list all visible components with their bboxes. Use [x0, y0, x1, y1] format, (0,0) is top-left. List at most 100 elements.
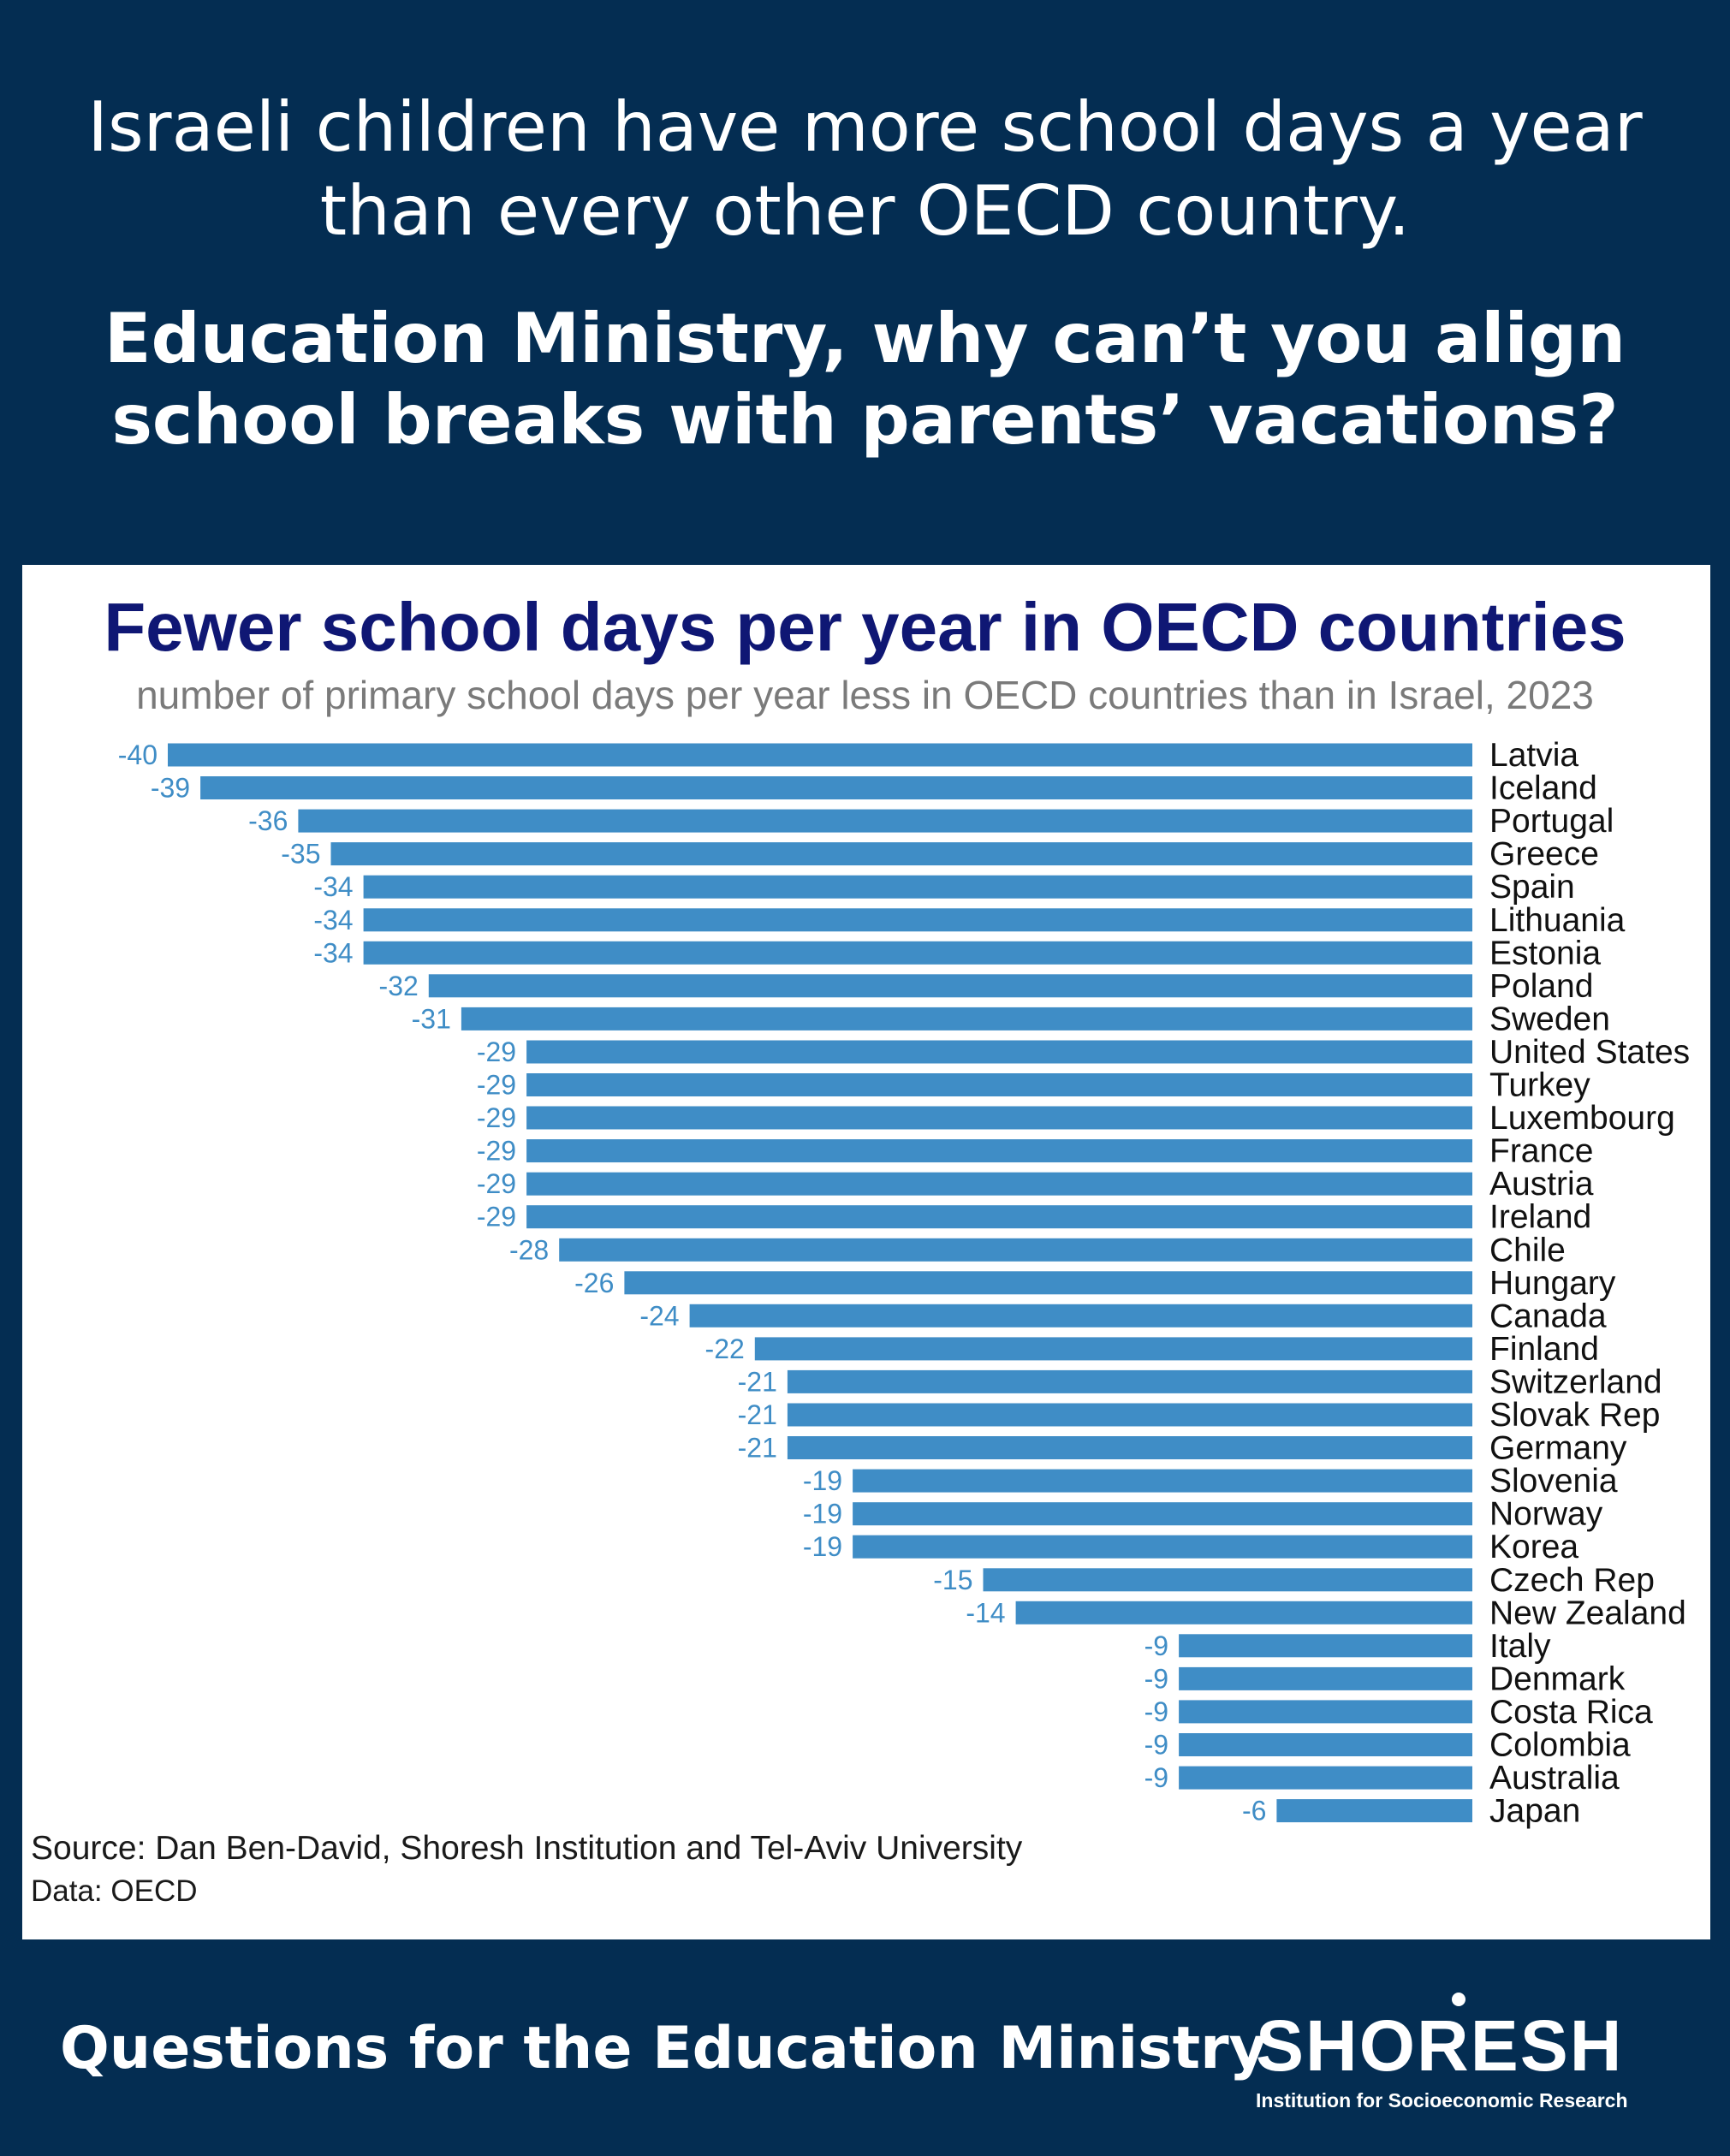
value-label: -39 [151, 773, 190, 804]
bar-czech-rep [983, 1568, 1472, 1592]
category-label: Slovenia [1489, 1463, 1618, 1500]
shoresh-logo: SHORESH Institution for Socioeconomic Re… [1256, 1993, 1667, 2111]
value-label: -9 [1144, 1630, 1168, 1661]
value-label: -36 [248, 805, 288, 836]
bar-lithuania [363, 908, 1473, 932]
category-label: Estonia [1489, 935, 1601, 971]
value-label: -22 [705, 1333, 745, 1364]
bar-denmark [1179, 1666, 1472, 1690]
category-label: Chile [1489, 1232, 1566, 1268]
logo-dot-icon [1452, 1993, 1465, 2006]
bar-ireland [526, 1205, 1472, 1229]
category-label: Portugal [1489, 803, 1614, 840]
category-label: Australia [1489, 1760, 1620, 1797]
value-label: -29 [477, 1136, 516, 1167]
bar-finland [754, 1337, 1472, 1361]
bar-slovak-rep [787, 1403, 1472, 1427]
value-label: -35 [281, 839, 320, 870]
logo-wordmark: SHORESH [1256, 2005, 1624, 2086]
bar-japan [1276, 1799, 1472, 1823]
value-label: -9 [1144, 1696, 1168, 1727]
category-label: France [1489, 1133, 1593, 1170]
category-label: Sweden [1489, 1001, 1610, 1037]
bar-spain [363, 875, 1473, 899]
bar-australia [1179, 1766, 1472, 1790]
chart-subtitle: number of primary school days per year l… [136, 673, 1594, 717]
bar-germany [787, 1436, 1472, 1459]
value-label: -31 [412, 1003, 451, 1034]
category-label: Switzerland [1489, 1363, 1662, 1400]
bar-latvia [168, 743, 1472, 767]
bar-colombia [1179, 1733, 1472, 1756]
category-label: Slovak Rep [1489, 1397, 1660, 1434]
bar-switzerland [787, 1369, 1472, 1393]
category-label: Korea [1489, 1529, 1578, 1565]
value-label: -29 [477, 1168, 516, 1199]
category-label: Latvia [1489, 737, 1578, 774]
category-label: Colombia [1489, 1727, 1631, 1764]
bar-iceland [200, 776, 1473, 799]
category-label: Denmark [1489, 1660, 1626, 1697]
bar-united-states [526, 1040, 1472, 1064]
category-label: Austria [1489, 1166, 1594, 1203]
logo-tagline: Institution for Socioeconomic Research [1256, 2089, 1628, 2111]
category-label: New Zealand [1489, 1595, 1686, 1631]
category-label: Turkey [1489, 1067, 1590, 1104]
category-label: United States [1489, 1034, 1690, 1071]
value-label: -29 [477, 1036, 516, 1067]
value-label: -29 [477, 1102, 516, 1133]
category-label: Ireland [1489, 1199, 1591, 1236]
value-label: -21 [738, 1366, 777, 1397]
value-label: -15 [933, 1565, 972, 1595]
category-label: Hungary [1489, 1265, 1616, 1302]
bar-new-zealand [1015, 1601, 1472, 1624]
value-label: -29 [477, 1202, 516, 1232]
footer-series-title: Questions for the Education Ministry [60, 2015, 1268, 2082]
source-note: Source: Dan Ben-David, Shoresh Instituti… [31, 1830, 1023, 1867]
bar-costa-rica [1179, 1700, 1472, 1724]
category-label: Spain [1489, 869, 1575, 906]
bar-canada [689, 1304, 1472, 1327]
value-label: -29 [477, 1070, 516, 1101]
value-label: -9 [1144, 1663, 1168, 1694]
bar-italy [1179, 1634, 1472, 1658]
value-label: -34 [313, 871, 353, 902]
bar-poland [428, 974, 1472, 998]
category-label: Canada [1489, 1298, 1607, 1334]
bar-chile [559, 1238, 1473, 1262]
category-label: Czech Rep [1489, 1562, 1655, 1599]
category-label: Finland [1489, 1331, 1599, 1368]
bar-estonia [363, 941, 1473, 965]
bar-portugal [298, 809, 1472, 833]
value-label: -40 [118, 739, 158, 770]
value-label: -21 [738, 1433, 777, 1464]
value-label: -26 [574, 1268, 614, 1298]
value-label: -19 [803, 1465, 842, 1496]
value-label: -32 [379, 971, 419, 1001]
category-label: Italy [1489, 1628, 1551, 1665]
value-label: -19 [803, 1531, 842, 1562]
category-label: Japan [1489, 1793, 1580, 1830]
bar-france [526, 1139, 1472, 1163]
value-label: -34 [313, 905, 353, 935]
bar-norway [853, 1502, 1472, 1526]
headline-statement: Israeli children have more school days a… [87, 87, 1643, 251]
bar-korea [853, 1535, 1472, 1559]
value-label: -19 [803, 1499, 842, 1529]
value-label: -14 [966, 1597, 1005, 1628]
bar-turkey [526, 1073, 1472, 1096]
bar-sweden [461, 1007, 1472, 1030]
value-label: -24 [639, 1300, 679, 1331]
value-label: -21 [738, 1399, 777, 1430]
value-label: -6 [1242, 1796, 1266, 1826]
value-label: -9 [1144, 1730, 1168, 1761]
headline-question: Education Ministry, why can’t you align … [104, 299, 1626, 460]
category-label: Costa Rica [1489, 1694, 1653, 1731]
category-label: Luxembourg [1489, 1100, 1675, 1137]
value-label: -9 [1144, 1762, 1168, 1793]
category-label: Iceland [1489, 770, 1597, 807]
category-label: Lithuania [1489, 902, 1626, 939]
category-label: Poland [1489, 968, 1593, 1005]
chart-title: Fewer school days per year in OECD count… [104, 589, 1626, 665]
category-label: Norway [1489, 1496, 1603, 1533]
